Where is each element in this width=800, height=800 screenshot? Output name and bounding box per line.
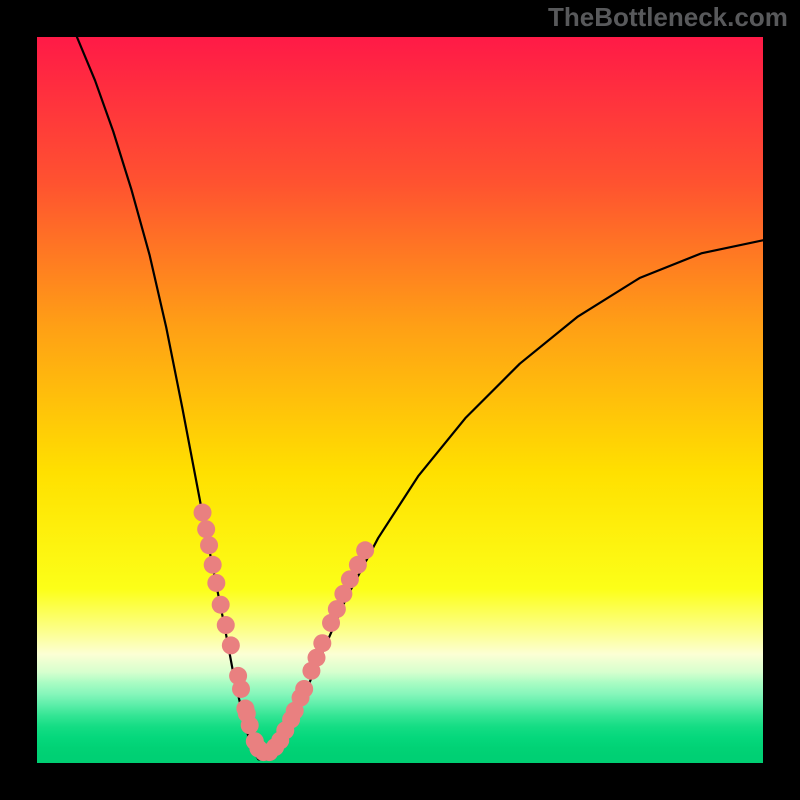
data-marker bbox=[313, 634, 331, 652]
data-marker bbox=[212, 596, 230, 614]
data-marker bbox=[295, 680, 313, 698]
gradient-background bbox=[37, 37, 763, 763]
data-marker bbox=[200, 536, 218, 554]
data-marker bbox=[204, 556, 222, 574]
data-marker bbox=[222, 636, 240, 654]
watermark-text: TheBottleneck.com bbox=[548, 2, 788, 33]
data-marker bbox=[232, 680, 250, 698]
data-marker bbox=[356, 541, 374, 559]
data-marker bbox=[194, 504, 212, 522]
plot-svg bbox=[0, 0, 800, 800]
data-marker bbox=[207, 574, 225, 592]
data-marker bbox=[197, 520, 215, 538]
data-marker bbox=[241, 716, 259, 734]
data-marker bbox=[217, 616, 235, 634]
